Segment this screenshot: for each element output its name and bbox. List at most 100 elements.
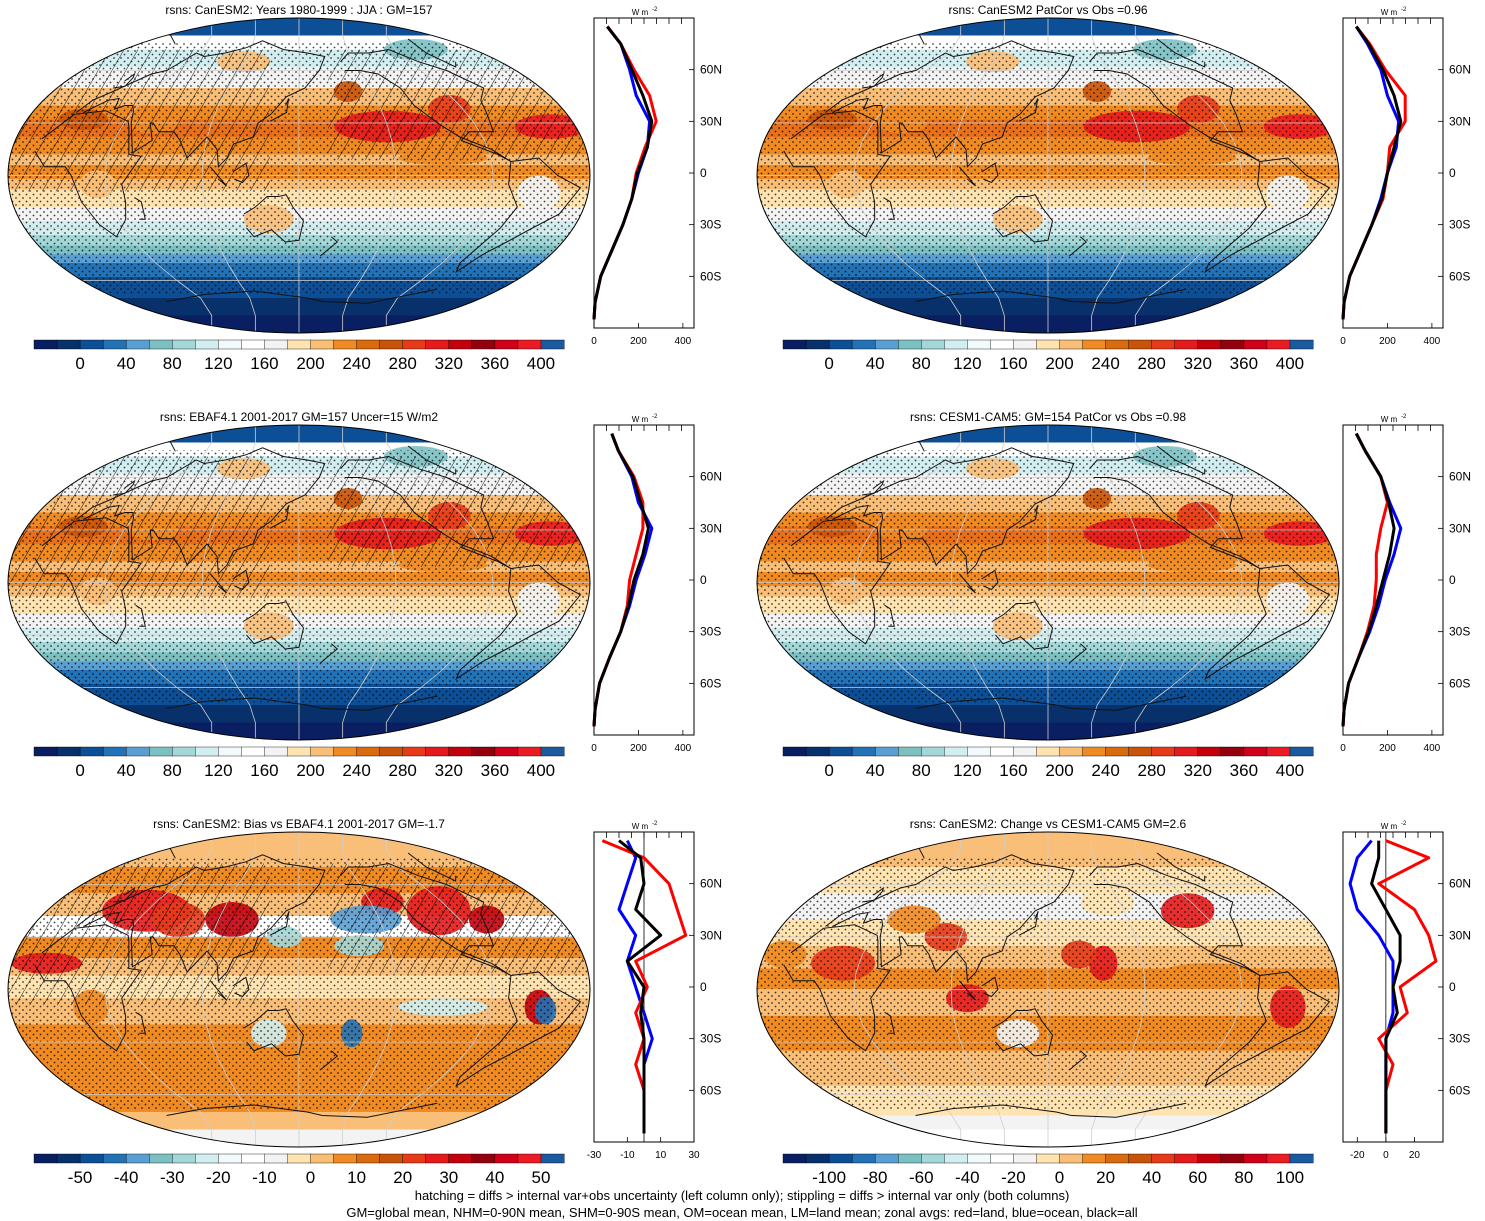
colorbar-tick-label: 320: [1184, 761, 1212, 780]
colorbar-swatch: [1174, 1153, 1199, 1164]
colorbar-swatch: [425, 339, 450, 350]
colorbar-swatch: [195, 746, 219, 757]
colorbar-swatch: [172, 1153, 196, 1164]
colorbar-tick-label: 360: [481, 354, 509, 373]
colorbar-swatch: [1036, 339, 1061, 350]
colorbar-swatch: [471, 746, 496, 757]
map-field: [757, 18, 1339, 333]
zonal-x-label: 200: [1379, 743, 1396, 754]
colorbar-tick-label: 160: [999, 761, 1027, 780]
colorbar-swatch: [264, 339, 288, 350]
lat-label: 0: [1449, 573, 1456, 587]
colorbar-swatch: [356, 1153, 381, 1164]
colorbar-tick-label: -60: [909, 1168, 934, 1187]
colorbar-swatch: [102, 339, 127, 350]
footer-line-1: hatching = diffs > internal var+obs unce…: [415, 1188, 1070, 1203]
colorbar-tick-label: 200: [296, 354, 324, 373]
units-superscript: -2: [652, 7, 658, 13]
colorbar: 0 40 80 120 160 200 240 280 320 360 400: [782, 746, 1314, 780]
colorbar-tick-label: 50: [531, 1168, 550, 1187]
colorbar-swatch: [540, 339, 565, 350]
footer-line-2: GM=global mean, NHM=0-90N mean, SHM=0-90…: [346, 1205, 1137, 1220]
colorbar-tick-label: 80: [912, 761, 931, 780]
lat-label: 60S: [1449, 1083, 1470, 1097]
colorbar-tick-label: 20: [393, 1168, 412, 1187]
colorbar-tick-label: -80: [863, 1168, 888, 1187]
colorbar-swatch: [898, 339, 922, 350]
colorbar-swatch: [287, 1153, 312, 1164]
panel-title: rsns: CESM1-CAM5: GM=154 PatCor vs Obs =…: [910, 410, 1186, 424]
colorbar-swatch: [56, 1153, 81, 1164]
map-field: [757, 425, 1339, 740]
graticule: [757, 832, 1339, 1147]
colorbar-swatch: [494, 1153, 519, 1164]
colorbar-tick-label: -10: [252, 1168, 277, 1187]
colorbar-swatch: [874, 1153, 899, 1164]
colorbar-swatch: [379, 1153, 404, 1164]
colorbar-swatch: [782, 339, 807, 350]
colorbar-swatch: [1082, 339, 1107, 350]
colorbar-swatch: [828, 746, 853, 757]
colorbar-swatch: [1105, 746, 1130, 757]
colorbar-swatch: [356, 339, 381, 350]
colorbar-tick-label: 80: [912, 354, 931, 373]
colorbar-swatch: [471, 1153, 496, 1164]
lat-label: 60N: [1449, 63, 1471, 77]
graticule: [757, 18, 1339, 333]
units-label: W m: [632, 8, 649, 17]
colorbar-swatch: [1128, 339, 1153, 350]
colorbar-swatch: [287, 746, 312, 757]
colorbar-swatch: [264, 746, 288, 757]
zonal-series-all: [1370, 840, 1402, 1134]
colorbar-swatch: [310, 746, 335, 757]
colorbar-tick-label: 80: [1234, 1168, 1253, 1187]
panel-3: rsns: EBAF4.1 2001-2017 GM=157 Uncer=15 …: [7, 410, 722, 780]
zonal-x-label: -20: [1350, 1150, 1365, 1161]
colorbar: 0 40 80 120 160 200 240 280 320 360 400: [782, 339, 1314, 373]
units-superscript: -2: [652, 414, 658, 420]
colorbar-swatch: [241, 339, 265, 350]
map-border: [756, 17, 1340, 334]
colorbar-tick-label: 160: [250, 761, 278, 780]
colorbar-tick-label: -20: [1001, 1168, 1026, 1187]
colorbar-swatch: [1266, 746, 1291, 757]
lat-label: 0: [700, 166, 707, 180]
colorbar-swatch: [1220, 746, 1245, 757]
footer-notes: hatching = diffs > internal var+obs unce…: [346, 1188, 1137, 1220]
colorbar-swatch: [990, 746, 1014, 757]
colorbar-swatch: [828, 1153, 853, 1164]
colorbar-tick-label: 400: [527, 761, 555, 780]
zonal-series-all: [592, 433, 650, 727]
lat-label: 0: [1449, 166, 1456, 180]
colorbar-swatch: [102, 746, 127, 757]
panel-6: rsns: CanESM2: Change vs CESM1-CAM5 GM=2…: [756, 817, 1471, 1187]
colorbar-tick-label: 0: [75, 354, 84, 373]
coastlines: [34, 844, 582, 1118]
colorbar-swatch: [782, 1153, 807, 1164]
lat-label: 60S: [700, 676, 721, 690]
colorbar-swatch: [517, 746, 542, 757]
colorbar-tick-label: 160: [250, 354, 278, 373]
colorbar-tick-label: 80: [163, 354, 182, 373]
zonal-mean-plot: W m -2 60N 30N 0 30S 60S 0 200 400: [1340, 414, 1471, 754]
colorbar-tick-label: 400: [527, 354, 555, 373]
colorbar-tick-label: -50: [68, 1168, 93, 1187]
coastlines: [34, 30, 582, 304]
colorbar-swatch: [310, 339, 335, 350]
colorbar-swatch: [517, 339, 542, 350]
zonal-x-label: 0: [1383, 1150, 1389, 1161]
colorbar-tick-label: 280: [1138, 354, 1166, 373]
colorbar-swatch: [1220, 1153, 1245, 1164]
colorbar-swatch: [1151, 1153, 1176, 1164]
colorbar-tick-label: 240: [1091, 354, 1119, 373]
colorbar-tick-label: 360: [1230, 354, 1258, 373]
colorbar-swatch: [33, 746, 58, 757]
zonal-x-label: 400: [1424, 336, 1441, 347]
lat-label: 30S: [700, 625, 721, 639]
lat-label: 60N: [1449, 470, 1471, 484]
zonal-x-label: -30: [587, 1150, 602, 1161]
lat-label: 30N: [700, 928, 722, 942]
colorbar-swatch: [33, 1153, 58, 1164]
zonal-x-label: 400: [1424, 743, 1441, 754]
colorbar-swatch: [540, 746, 565, 757]
